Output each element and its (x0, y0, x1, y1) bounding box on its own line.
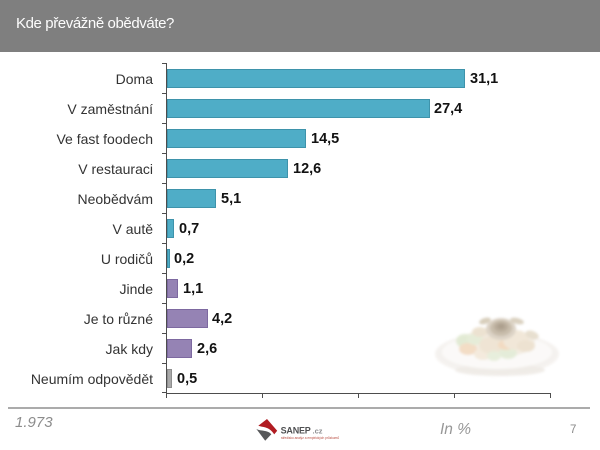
svg-text:.cz: .cz (313, 427, 323, 436)
svg-text:středisko analýz a empirických: středisko analýz a empirických průzkumů (281, 436, 339, 440)
svg-text:SANEP: SANEP (281, 426, 311, 436)
